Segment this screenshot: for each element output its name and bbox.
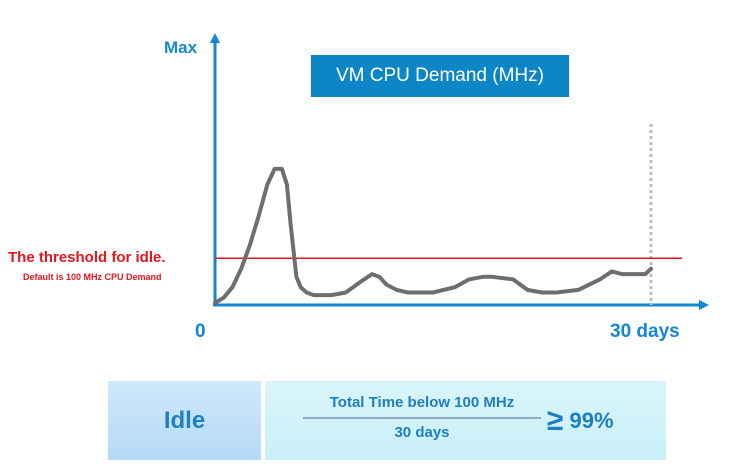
greater-or-equal-symbol: ≥ <box>547 404 564 437</box>
formula-relation: ≥ 99% <box>547 401 614 441</box>
chart-title-text: VM CPU Demand (MHz) <box>336 65 544 86</box>
idle-formula-box: Total Time below 100 MHz 30 days ≥ 99% <box>265 381 666 460</box>
formula-percent: 99% <box>569 408 614 433</box>
formula-denominator: 30 days <box>394 424 450 441</box>
cpu-demand-line <box>213 166 653 305</box>
chart-title: VM CPU Demand (MHz) <box>311 55 569 97</box>
fraction-bar <box>303 417 541 419</box>
x-axis-end-label: 30 days <box>610 321 680 342</box>
formula-fraction: Total Time below 100 MHz 30 days <box>301 394 543 442</box>
formula-numerator: Total Time below 100 MHz <box>329 394 515 411</box>
idle-label-box: Idle <box>108 381 261 460</box>
threshold-sublabel: Default is 100 MHz CPU Demand <box>23 272 162 282</box>
idle-label: Idle <box>163 406 206 434</box>
y-axis-max-label: Max <box>164 38 198 57</box>
x-axis-start-label: 0 <box>195 321 206 342</box>
threshold-label: The threshold for idle. <box>8 249 166 266</box>
